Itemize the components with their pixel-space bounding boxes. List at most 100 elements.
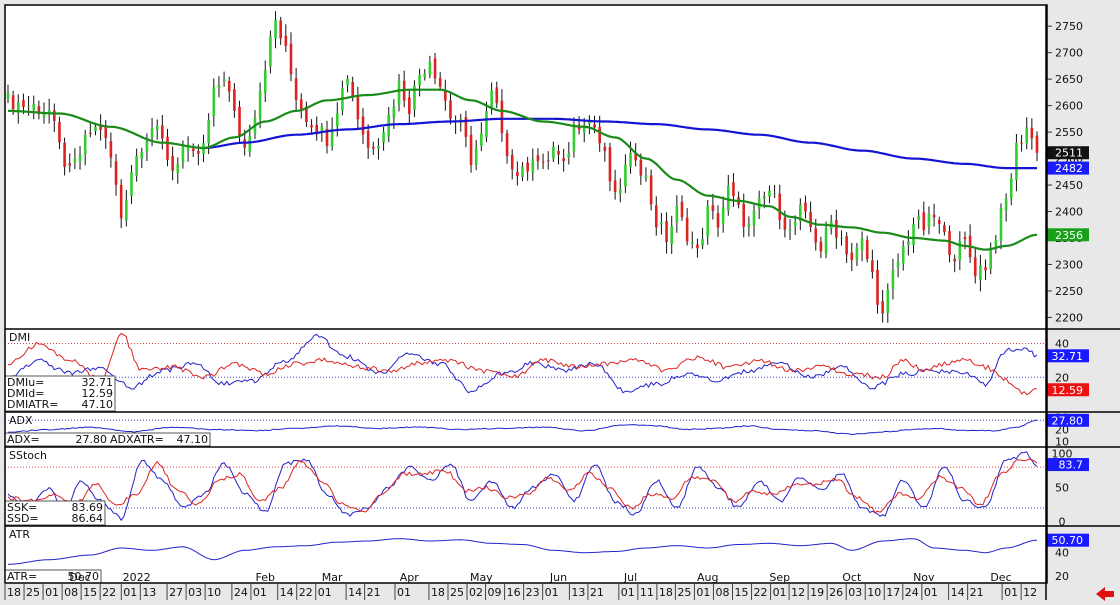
candle-body [835,220,838,238]
indicator-line-adx [7,419,1038,436]
indicator-tick-label: 100 [1052,447,1073,460]
candle-body [161,125,164,139]
candle-body [763,196,766,199]
candle-body [53,110,56,121]
panel-title: SStoch [9,449,47,462]
candle-body [685,217,689,242]
candle-body [778,193,782,221]
candle-body [382,132,385,143]
candle-body [68,163,72,166]
day-tick-label: 22 [299,586,313,599]
candle-body [1020,142,1023,144]
candle-body [937,220,941,224]
candle-body [804,202,807,212]
readout-label: SSK= [7,501,37,514]
month-tick-label: Sep [769,571,790,584]
candle-body [819,241,823,252]
day-tick-label: 01 [1004,586,1018,599]
candle-body [310,125,313,128]
candle-body [958,241,962,261]
candle-body [768,190,771,197]
readout-label: SSD= [7,512,39,525]
candle-body [711,205,715,211]
price-tick-label: 2400 [1055,206,1083,219]
day-tick-label: 01 [123,586,137,599]
candle-body [881,301,884,314]
price-tick-label: 2750 [1055,20,1083,33]
candle-body [258,90,262,120]
last-close-label-bg [1047,146,1089,160]
indicator-tick-label: 40 [1055,547,1069,560]
candle-body [37,106,41,115]
candle-body [860,238,864,251]
readout-value: 83.69 [72,501,104,514]
day-tick-label: 09 [488,586,502,599]
ma-long-value-label: 2482 [1055,162,1083,175]
candle-body [135,155,138,176]
day-tick-label: 25 [450,586,464,599]
candle-body [315,124,318,135]
readout-label: DMId= [7,387,44,400]
indicator-value-label: 32.71 [1052,350,1084,363]
day-tick-label: 21 [970,586,984,599]
candle-body [222,78,226,82]
candle-body [186,144,190,151]
candle-body [732,182,735,197]
candle-body [814,228,818,243]
candle-body [289,43,293,75]
day-tick-label: 10 [207,586,221,599]
indicator-tick-label: 40 [1055,338,1069,351]
day-tick-label: 17 [886,586,900,599]
day-tick-label: 25 [677,586,691,599]
candle-body [377,145,380,149]
candle-body [464,117,468,137]
candle-body [248,135,252,152]
candle-body [649,175,653,205]
day-tick-label: 01 [45,586,59,599]
readout-value: 27.80 [76,433,108,446]
candle-body [109,140,113,158]
day-tick-label: 24 [905,586,919,599]
candle-body [63,142,66,167]
price-tick-label: 2600 [1055,100,1083,113]
candle-body [855,247,859,261]
candle-body [793,221,797,226]
candle-body [572,124,576,152]
indicator-line-dmiu [7,333,1038,394]
candle-body [639,159,643,176]
candle-body [603,146,607,152]
month-tick-label: Aug [697,571,718,584]
candle-body [428,61,432,75]
price-tick-label: 2300 [1055,258,1083,271]
readout-value: 86.64 [72,512,104,525]
indicator-value-label: 50.70 [1052,534,1084,547]
day-tick-label: 01 [318,586,332,599]
indicator-line-ssk [7,451,1038,522]
candle-body [973,257,977,277]
panel-title: DMI [9,331,30,344]
ma-long-line [203,117,1037,170]
candle-body [516,172,519,177]
day-tick-label: 03 [848,586,862,599]
candle-body [11,95,15,110]
month-tick-label: Dec [990,571,1011,584]
scroll-right-arrow-icon[interactable] [1094,585,1116,603]
plot-background [5,5,1047,583]
candle-body [397,80,401,105]
month-tick-label: Jul [623,571,637,584]
candle-body [22,99,25,108]
price-tick-label: 2700 [1055,47,1083,60]
candle-body [27,106,30,108]
candle-body [901,246,905,264]
candle-body [171,155,174,171]
candle-body [510,154,514,170]
readout-box [4,500,106,526]
candle-body [263,70,267,94]
indicator-tick-label: 20 [1055,570,1069,583]
readout-value: 47.10 [82,398,114,411]
day-tick-label: 22 [102,586,116,599]
candle-body [567,153,571,158]
price-tick-label: 2650 [1055,73,1083,86]
candle-body [104,126,108,138]
readout-value: 47.10 [177,433,209,446]
